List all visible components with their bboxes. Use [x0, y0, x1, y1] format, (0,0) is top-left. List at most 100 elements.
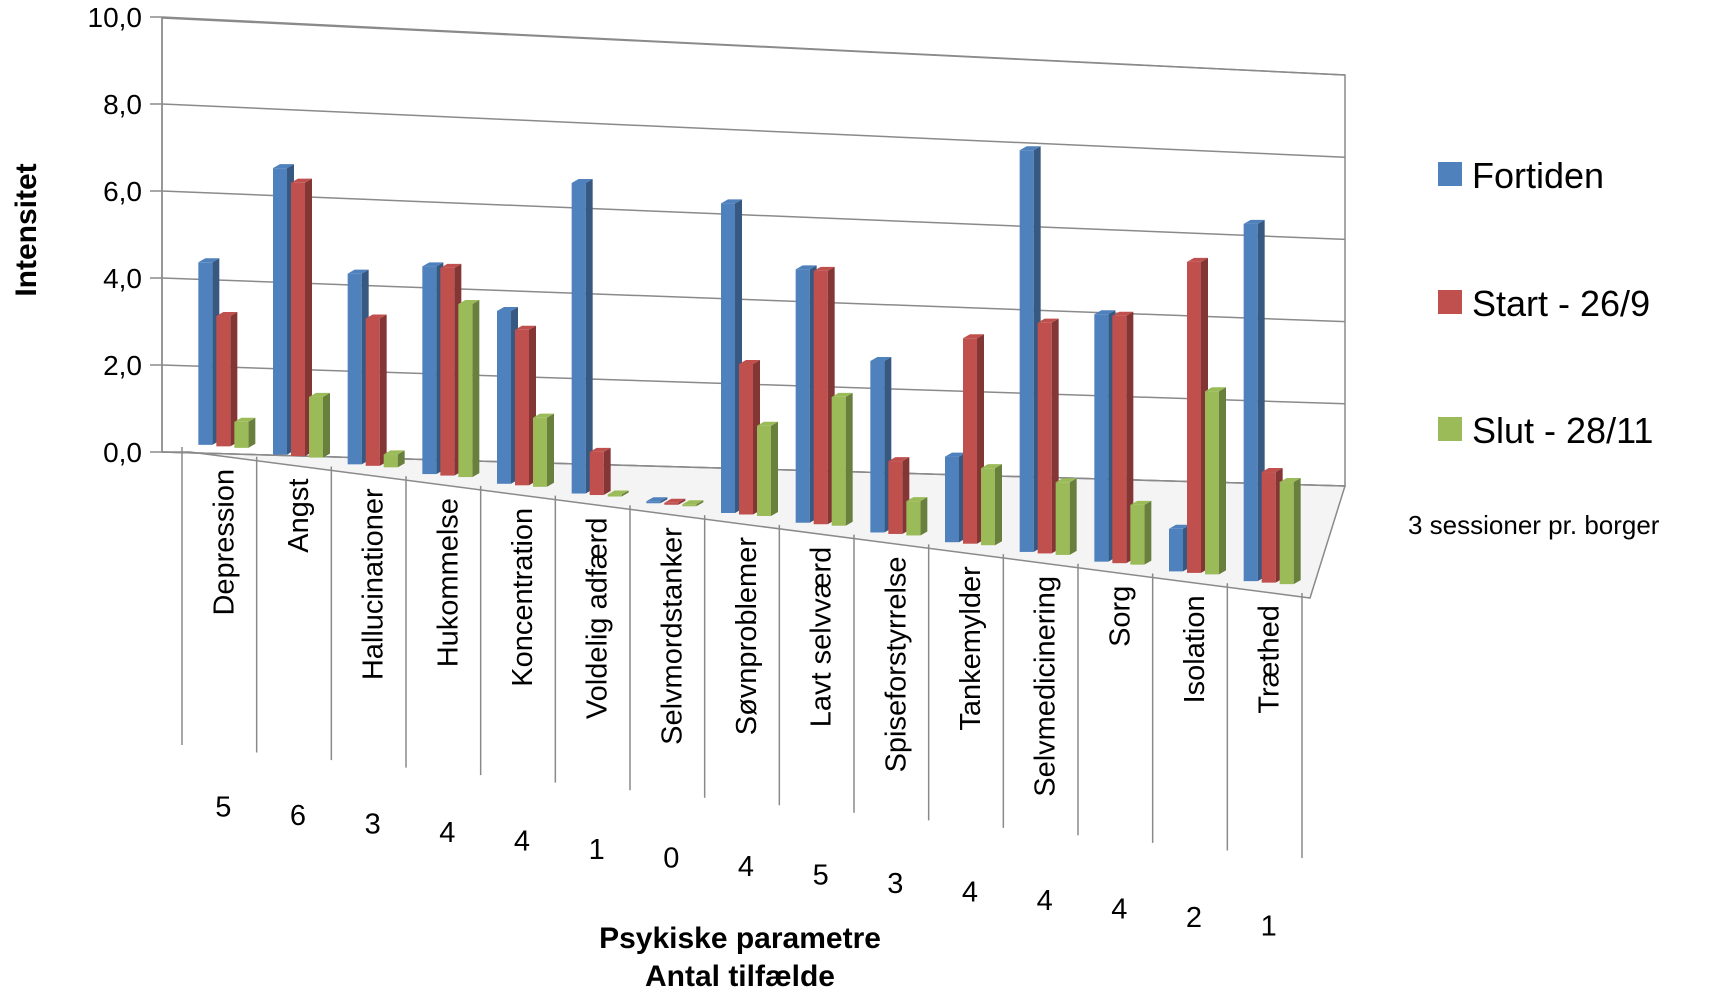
bar-top	[383, 450, 405, 455]
bar-top	[1055, 478, 1077, 483]
bar-top	[739, 360, 760, 364]
bar-top	[945, 452, 966, 457]
bar-front	[1037, 322, 1052, 554]
bar-front	[1205, 391, 1219, 575]
bar-start-26-9	[515, 325, 536, 486]
bar-slut-28-11	[981, 464, 1002, 546]
gridline	[161, 16, 1346, 76]
bar-top	[1279, 478, 1301, 483]
bar-side	[845, 392, 853, 526]
x-axis-title: Psykiske parametre	[599, 922, 881, 955]
bar-side	[920, 497, 928, 536]
legend-label-start: Start - 26/9	[1472, 283, 1650, 324]
bar-front	[365, 318, 380, 466]
bar-front	[422, 266, 437, 475]
bar-top	[870, 357, 892, 361]
gridline	[161, 190, 1346, 241]
bar-start-26-9	[216, 311, 238, 447]
bar-top	[1187, 257, 1208, 262]
bar-front	[291, 182, 305, 457]
count-label: 3	[887, 868, 903, 900]
bar-front	[981, 468, 995, 546]
bar-slut-28-11	[533, 413, 554, 487]
bar-slut-28-11	[1279, 478, 1301, 585]
bar-fortiden	[945, 452, 966, 543]
bar-front	[1130, 504, 1145, 565]
bar-start-26-9	[963, 334, 984, 544]
legend-swatch-slut	[1438, 417, 1462, 441]
bar-fortiden	[795, 265, 817, 523]
bar-top	[571, 178, 593, 183]
category-label: Isolation	[1179, 595, 1211, 703]
bar-front	[1243, 223, 1258, 582]
bar-front	[234, 421, 249, 448]
bar-top	[347, 269, 369, 274]
legend-swatch-fortiden	[1438, 162, 1462, 186]
bar-side	[696, 500, 704, 507]
bar-front	[739, 364, 753, 515]
bar-slut-28-11	[607, 490, 629, 497]
legend: Fortiden Start - 26/9 Slut - 28/11	[1438, 155, 1653, 451]
bar-top	[664, 498, 686, 503]
bar-slut-28-11	[906, 497, 928, 536]
bar-front	[1279, 482, 1294, 585]
sessions-note: 3 sessioner pr. borger	[1408, 510, 1660, 540]
bar-top	[831, 392, 853, 397]
bar-fortiden	[422, 262, 444, 475]
bar-side	[230, 311, 238, 447]
bar-front	[515, 329, 529, 486]
bar-top	[216, 311, 238, 316]
category-label: Selvmedicinering	[1030, 576, 1062, 797]
y-axis-title: Intensitet	[10, 163, 43, 296]
bar-front	[383, 454, 398, 468]
bar-side	[472, 300, 480, 478]
bar-top	[721, 199, 742, 204]
bar-start-26-9	[739, 360, 760, 515]
legend-label-fortiden: Fortiden	[1472, 155, 1604, 196]
legend-swatch-start	[1438, 290, 1462, 314]
legend-label-slut: Slut - 28/11	[1472, 410, 1653, 451]
count-label: 4	[514, 825, 530, 857]
bar-start-26-9	[664, 498, 686, 505]
bar-front	[963, 338, 977, 544]
bar-side	[603, 447, 611, 496]
bar-top	[365, 314, 387, 319]
bar-front	[440, 267, 455, 476]
bar-front	[1261, 472, 1276, 583]
bar-front	[273, 168, 287, 455]
count-label: 1	[589, 834, 605, 866]
bar-top	[589, 447, 611, 452]
bar-front	[458, 304, 473, 478]
bar-fortiden	[571, 178, 593, 494]
bar-fortiden	[1019, 146, 1041, 552]
bar-slut-28-11	[831, 392, 853, 526]
bar-top	[963, 334, 984, 339]
x-axis-subtitle: Antal tilfælde	[645, 960, 835, 993]
bar-side	[547, 413, 554, 487]
count-label: 5	[215, 791, 231, 823]
bar-fortiden	[273, 164, 294, 455]
bar-top	[607, 490, 629, 495]
bar-side	[1144, 500, 1152, 565]
y-tick-label: 6,0	[103, 176, 142, 207]
bar-top	[757, 421, 778, 426]
bar-slut-28-11	[383, 450, 405, 468]
category-table: Depression 5 Angst 6 Hallucinationer 3 Hukomme…	[181, 447, 1303, 943]
bar-top	[198, 258, 220, 263]
bar-front	[664, 502, 679, 505]
bar-front	[198, 262, 213, 445]
bar-top	[888, 457, 910, 462]
bar-front	[888, 461, 903, 534]
bar-front	[945, 456, 959, 543]
bar-fortiden	[721, 199, 742, 513]
bar-top	[646, 497, 668, 502]
category-label: Voldelig adfærd	[582, 518, 614, 720]
count-label: 2	[1186, 902, 1202, 934]
bar-front	[589, 451, 604, 496]
count-label: 1	[1261, 911, 1277, 943]
bar-front	[1094, 314, 1109, 562]
bar-top	[1019, 146, 1041, 151]
category-label: Sorg	[1104, 586, 1136, 647]
category-label: Lavt selvværd	[806, 547, 838, 728]
